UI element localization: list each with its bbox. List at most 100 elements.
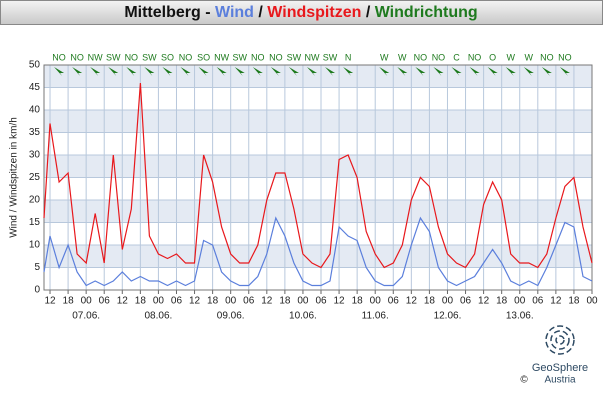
direction-label: N (345, 52, 352, 62)
direction-arrow (343, 67, 354, 76)
direction-label: C (453, 52, 460, 62)
x-tick-label: 12 (478, 296, 490, 307)
y-tick-label: 20 (29, 195, 41, 206)
logo-ring (550, 330, 570, 350)
date-label: 10.06. (289, 311, 317, 322)
x-tick-label: 06 (532, 296, 544, 307)
x-tick-label: 18 (63, 296, 75, 307)
plot-frame (43, 64, 593, 291)
grid-band (44, 87, 592, 110)
direction-label: SW (142, 52, 157, 62)
direction-arrow (379, 67, 390, 76)
x-tick-label: 18 (424, 296, 436, 307)
y-tick-label: 50 (29, 60, 41, 71)
direction-label: NW (88, 52, 103, 62)
direction-arrow (523, 67, 534, 76)
x-tick-label: 06 (99, 296, 111, 307)
direction-arrow (559, 67, 570, 76)
direction-arrow (288, 67, 299, 76)
chart-title: Mittelberg - Wind / Windspitzen / Windri… (124, 4, 477, 21)
direction-label: SO (197, 52, 210, 62)
direction-arrow (451, 67, 462, 76)
direction-label: NO (70, 52, 84, 62)
y-tick-label: 35 (29, 127, 41, 138)
date-label: 11.06. (362, 311, 389, 322)
title-part: / (254, 4, 267, 21)
x-tick-label: 12 (44, 296, 56, 307)
x-tick-label: 12 (189, 296, 201, 307)
x-tick-label: 12 (261, 296, 273, 307)
direction-arrow (90, 67, 101, 76)
y-tick-label: 10 (29, 240, 41, 251)
y-tick-label: 45 (29, 82, 41, 93)
direction-label: SW (106, 52, 121, 62)
x-tick-label: 18 (135, 296, 147, 307)
direction-arrow (198, 67, 209, 76)
title-part: Mittelberg - (124, 4, 215, 21)
title-part: Wind (215, 4, 254, 21)
direction-label: SW (323, 52, 338, 62)
x-tick-label: 00 (153, 296, 165, 307)
y-tick-label: 30 (29, 150, 41, 161)
direction-label: NO (179, 52, 193, 62)
series-line (43, 82, 593, 269)
direction-arrow (252, 67, 263, 76)
direction-label: NO (414, 52, 428, 62)
x-tick-label: 00 (514, 296, 526, 307)
grid-band (44, 222, 592, 245)
direction-arrow (162, 67, 173, 76)
x-tick-label: 06 (388, 296, 400, 307)
direction-arrow (487, 67, 498, 76)
date-label: 07.06. (72, 311, 100, 322)
date-label: 12.06. (434, 311, 462, 322)
direction-label: NO (432, 52, 446, 62)
direction-label: NW (214, 52, 229, 62)
direction-arrow (433, 67, 444, 76)
date-label: 08.06. (145, 311, 173, 322)
x-tick-label: 18 (279, 296, 291, 307)
grid-band (44, 132, 592, 155)
logo-name: GeoSphere (532, 362, 588, 374)
x-tick-label: 12 (550, 296, 562, 307)
direction-arrow (541, 67, 552, 76)
x-tick-label: 00 (297, 296, 309, 307)
title-part: / (361, 4, 374, 21)
grid-band (44, 155, 592, 178)
direction-label: W (398, 52, 407, 62)
direction-label: SO (161, 52, 174, 62)
direction-label: W (380, 52, 389, 62)
grid-band (44, 177, 592, 200)
y-tick-label: 40 (29, 105, 41, 116)
x-tick-label: 00 (442, 296, 454, 307)
direction-label: NO (540, 52, 554, 62)
direction-arrow (144, 67, 155, 76)
x-tick-label: 12 (117, 296, 129, 307)
direction-label: NO (558, 52, 572, 62)
direction-arrow (54, 67, 65, 76)
y-tick-label: 15 (29, 217, 41, 228)
x-tick-label: 18 (496, 296, 508, 307)
logo-ring (555, 335, 565, 345)
direction-arrow (180, 67, 191, 76)
x-tick-label: 18 (568, 296, 580, 307)
x-tick-label: 18 (352, 296, 364, 307)
direction-label: W (525, 52, 534, 62)
x-tick-label: 06 (243, 296, 255, 307)
series-line (43, 216, 593, 287)
x-tick-label: 12 (406, 296, 418, 307)
date-label: 09.06. (217, 311, 245, 322)
direction-arrow (108, 67, 119, 76)
direction-arrow (234, 67, 245, 76)
direction-label: SW (287, 52, 302, 62)
direction-arrow (72, 67, 83, 76)
direction-label: W (506, 52, 515, 62)
direction-arrow (325, 67, 336, 76)
y-tick-label: 25 (29, 172, 41, 183)
logo-ring (545, 325, 575, 355)
x-tick-label: 00 (225, 296, 237, 307)
date-label: 13.06. (506, 311, 534, 322)
direction-label: NO (52, 52, 66, 62)
direction-label: NO (269, 52, 283, 62)
